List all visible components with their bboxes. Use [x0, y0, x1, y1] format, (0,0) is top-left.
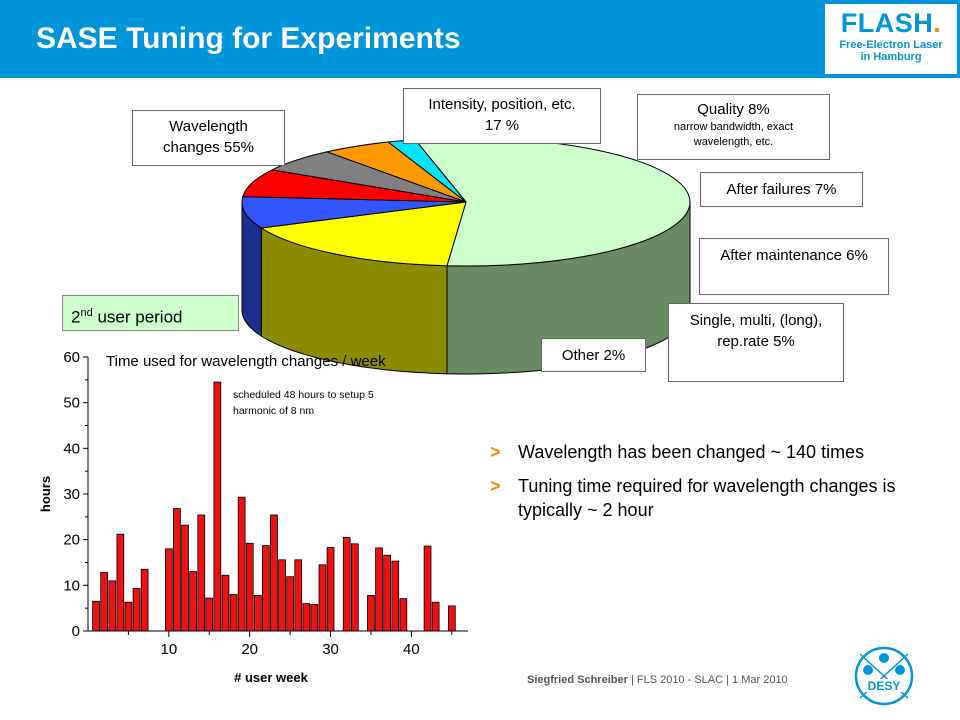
y-axis-label: hours — [38, 476, 53, 512]
bullet-marker: > — [490, 476, 501, 496]
desy-logo: DESY — [854, 646, 914, 706]
bullet-item: > Wavelength has been changed ~ 140 time… — [490, 442, 865, 462]
bar — [245, 542, 254, 632]
x-tick-label: 10 — [161, 641, 178, 658]
bar — [318, 564, 327, 632]
bar — [310, 604, 319, 632]
label-failures: After failures 7% — [700, 172, 863, 207]
bar — [100, 572, 108, 632]
bar — [375, 547, 383, 632]
flash-logo-sub1: Free-Electron Laser — [839, 39, 943, 51]
flash-logo-name: FLASH. — [840, 8, 942, 38]
bar — [286, 576, 295, 632]
label-quality-sub: narrow bandwidth, exact wavelength, etc. — [673, 121, 794, 148]
y-tick-label: 40 — [63, 440, 80, 457]
bar — [431, 601, 440, 632]
bullet-item: > Tuning time required for wavelength ch… — [490, 476, 896, 520]
x-tick-label: 30 — [322, 641, 339, 658]
y-tick-label: 10 — [63, 577, 80, 594]
chart-title: Time used for wavelength changes / week — [106, 353, 386, 370]
bar — [189, 571, 197, 632]
bar — [116, 533, 125, 632]
bar — [173, 508, 181, 632]
y-tick-label: 30 — [63, 486, 80, 503]
x-tick-label: 20 — [241, 641, 258, 658]
bar — [132, 588, 141, 632]
bar — [213, 381, 222, 632]
footer-author: Siegfried Schreiber — [527, 674, 628, 686]
bar — [164, 548, 173, 632]
bar — [391, 560, 400, 632]
footer-info: | FLS 2010 - SLAC | 1 Mar 2010 — [630, 674, 788, 686]
x-axis-label: # user week — [234, 670, 308, 685]
bar — [92, 600, 100, 632]
pie-slice-intensity — [259, 201, 467, 267]
bar — [350, 543, 359, 632]
bar — [383, 554, 392, 632]
bar — [140, 568, 149, 632]
y-tick-label: 60 — [63, 349, 80, 366]
bar — [342, 536, 351, 632]
label-other: Other 2% — [541, 338, 646, 372]
bar-chart: 0 10 20 30 40 50 60 10 20 30 40 Time used for wavel… — [38, 349, 468, 685]
bar — [237, 496, 246, 632]
bullet-marker: > — [490, 442, 501, 462]
label-wavelength: Wavelength changes 55% — [132, 110, 285, 166]
label-quality: Quality 8% narrow bandwidth, exact wavel… — [637, 94, 830, 160]
flash-logo: FLASH. Free-Electron Laser in Hamburg — [824, 3, 958, 75]
header-bar: SASE Tuning for Experiments — [0, 0, 960, 78]
bar — [229, 594, 238, 632]
bar — [294, 559, 303, 632]
bar — [278, 559, 286, 632]
label-maintenance: After maintenance 6% — [699, 238, 889, 295]
y-tick-label: 0 — [72, 623, 80, 640]
y-tick-label: 20 — [63, 532, 80, 549]
bar — [367, 594, 375, 632]
bar — [221, 574, 230, 632]
bar — [399, 598, 408, 632]
y-tick-label: 50 — [63, 395, 80, 412]
bar — [447, 605, 456, 632]
pie-slice-quality — [241, 196, 467, 229]
bar — [197, 514, 206, 632]
bar — [108, 580, 117, 632]
bar — [181, 524, 189, 632]
bar — [326, 546, 335, 632]
bar — [253, 594, 262, 632]
label-single: Single, multi, (long), rep.rate 5% — [668, 303, 844, 382]
label-intensity: Intensity, position, etc. 17 % — [403, 88, 601, 144]
chart-annotation-line2: harmonic of 8 nm — [233, 405, 314, 417]
bar — [270, 514, 278, 632]
x-tick-label: 40 — [403, 641, 420, 658]
page-title: SASE Tuning for Experiments — [36, 22, 461, 55]
footer: Siegfried Schreiber | FLS 2010 - SLAC | … — [527, 674, 788, 686]
bar — [423, 545, 432, 632]
user-period-label: 2nd user period — [62, 295, 239, 331]
bar — [205, 597, 214, 632]
chart-annotation: scheduled 48 hours to setup 5 — [233, 389, 374, 401]
bar — [261, 545, 270, 632]
svg-text:DESY: DESY — [868, 679, 901, 693]
flash-logo-sub2: in Hamburg — [860, 51, 922, 63]
bullet-list: > Wavelength has been changed ~ 140 time… — [488, 440, 948, 532]
bar — [124, 601, 133, 632]
bar — [302, 603, 311, 632]
